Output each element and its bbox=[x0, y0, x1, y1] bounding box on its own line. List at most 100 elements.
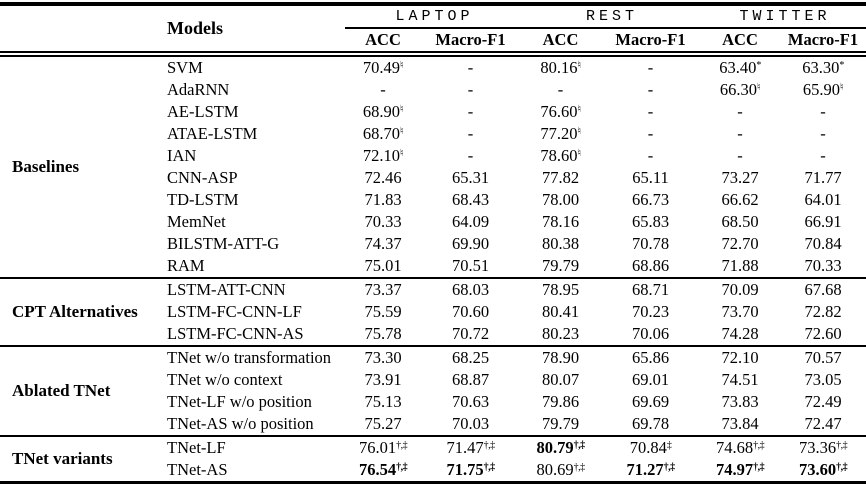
value-text: 80.79 bbox=[536, 438, 574, 457]
value-cell: 74.51 bbox=[700, 370, 780, 390]
value-text: 74.28 bbox=[721, 324, 759, 343]
footnote-mark: †,‡ bbox=[483, 440, 496, 451]
value-text: 73.37 bbox=[364, 280, 402, 299]
footnote-mark: ♮ bbox=[577, 104, 582, 115]
value-text: 74.97 bbox=[715, 460, 754, 479]
table-row: CNN-ASP 72.46 65.31 77.82 65.11 73.27 71.77 bbox=[165, 167, 866, 189]
value-cell: 79.86 bbox=[520, 392, 601, 412]
metric-header-rest-macrof1: Macro-F1 bbox=[615, 29, 686, 49]
value-cell: 70.60 bbox=[421, 302, 520, 322]
value-text: 73.83 bbox=[721, 392, 759, 411]
value-cell: 65.31 bbox=[421, 168, 520, 188]
metric-header-twitter-macrof1: Macro-F1 bbox=[787, 29, 859, 49]
value-cell: 66.30♮ bbox=[700, 80, 780, 100]
models-column-header: Models bbox=[167, 17, 223, 38]
value-cell: 80.23 bbox=[520, 324, 601, 344]
table-section: CPT Alternatives LSTM-ATT-CNN 73.37 68.03 78… bbox=[0, 277, 866, 345]
value-text: 78.95 bbox=[541, 280, 580, 299]
model-name-cell: TNet-AS bbox=[167, 460, 228, 479]
value-cell: 68.25 bbox=[421, 348, 520, 368]
value-text: 69.90 bbox=[451, 234, 490, 253]
value-text: 76.01 bbox=[358, 438, 397, 457]
model-name-cell: LSTM-ATT-CNN bbox=[167, 280, 286, 299]
footnote-mark: ♮ bbox=[840, 82, 844, 93]
value-text: 72.10 bbox=[362, 146, 401, 165]
metric-header-laptop-macrof1: Macro-F1 bbox=[435, 29, 506, 49]
value-text: - bbox=[737, 124, 743, 143]
value-cell: 73.37 bbox=[345, 280, 421, 300]
value-text: - bbox=[820, 124, 826, 143]
table-body: Baselines SVM 70.49♮ -80.16♮ -63.40* 63.30* Ad… bbox=[0, 57, 866, 481]
value-text: 71.47 bbox=[446, 438, 484, 457]
model-name-cell: TNet-AS w/o position bbox=[167, 414, 314, 433]
table-row: TNet w/o transformation 73.30 68.25 78.90 65… bbox=[165, 347, 866, 369]
value-cell: - bbox=[520, 80, 601, 100]
model-name-cell: AdaRNN bbox=[167, 80, 230, 99]
model-name-cell: LSTM-FC-CNN-LF bbox=[167, 302, 302, 321]
value-cell: 69.69 bbox=[601, 392, 700, 412]
value-text: 80.41 bbox=[541, 302, 580, 321]
value-text: 70.84 bbox=[629, 438, 667, 457]
value-text: 75.13 bbox=[364, 392, 402, 411]
value-cell: 72.70 bbox=[700, 234, 780, 254]
section-group-label: Ablated TNet bbox=[12, 381, 111, 400]
value-text: - bbox=[647, 146, 654, 165]
model-name-cell: SVM bbox=[167, 58, 203, 77]
value-cell: 75.27 bbox=[345, 414, 421, 434]
dataset-header-laptop: LAPTOP bbox=[395, 8, 474, 25]
value-cell: 80.38 bbox=[520, 234, 601, 254]
value-cell: 80.16♮ bbox=[520, 58, 601, 78]
value-text: 80.69 bbox=[536, 460, 574, 479]
value-text: 70.09 bbox=[721, 280, 759, 299]
value-text: 70.84 bbox=[804, 234, 842, 253]
value-cell: 77.82 bbox=[520, 168, 601, 188]
value-cell: 73.60†,‡ bbox=[780, 460, 866, 480]
value-cell: - bbox=[780, 102, 866, 122]
value-text: 76.60 bbox=[540, 102, 578, 121]
table-row: LSTM-ATT-CNN 73.37 68.03 78.95 68.71 70.09 67.… bbox=[165, 279, 866, 301]
value-cell: 80.79†,‡ bbox=[520, 438, 601, 458]
value-text: 73.27 bbox=[721, 168, 759, 187]
value-cell: 70.06 bbox=[601, 324, 700, 344]
table-row: TNet w/o context 73.91 68.87 80.07 69.01 74.5… bbox=[165, 369, 866, 391]
value-text: 69.69 bbox=[631, 392, 670, 411]
value-cell: 70.78 bbox=[601, 234, 700, 254]
value-cell: 71.88 bbox=[700, 256, 780, 276]
value-cell: 67.68 bbox=[780, 280, 866, 300]
value-cell: 69.90 bbox=[421, 234, 520, 254]
value-cell: 73.91 bbox=[345, 370, 421, 390]
value-cell: 73.83 bbox=[700, 392, 780, 412]
footnote-mark: ♮ bbox=[400, 126, 404, 137]
table-row: TNet-AS w/o position 75.27 70.03 79.79 69.78… bbox=[165, 413, 866, 435]
value-cell: - bbox=[601, 124, 700, 144]
table-row: TNet-LF w/o position 75.13 70.63 79.86 69.69… bbox=[165, 391, 866, 413]
value-text: 67.68 bbox=[804, 280, 842, 299]
value-cell: - bbox=[421, 146, 520, 166]
value-text: 70.78 bbox=[631, 234, 670, 253]
value-cell: 68.90♮ bbox=[345, 102, 421, 122]
value-cell: 70.84 bbox=[780, 234, 866, 254]
value-text: 70.60 bbox=[451, 302, 490, 321]
value-cell: 63.30* bbox=[780, 58, 866, 78]
value-cell: 66.91 bbox=[780, 212, 866, 232]
value-cell: 80.69†,‡ bbox=[520, 460, 601, 480]
value-text: 75.27 bbox=[364, 414, 402, 433]
table-header: Models LAPTOP REST TWITTER ACC Macro-F1 … bbox=[0, 6, 866, 50]
value-cell: - bbox=[601, 146, 700, 166]
section-rows: SVM 70.49♮ -80.16♮ -63.40* 63.30* AdaRNN - - - -6… bbox=[165, 57, 866, 277]
value-text: 75.01 bbox=[364, 256, 402, 275]
value-text: - bbox=[647, 124, 654, 143]
model-name-cell: RAM bbox=[167, 256, 205, 275]
value-cell: 73.27 bbox=[700, 168, 780, 188]
value-cell: - bbox=[601, 58, 700, 78]
value-cell: - bbox=[700, 102, 780, 122]
footnote-mark: †,‡ bbox=[396, 462, 408, 473]
value-text: 68.25 bbox=[451, 348, 490, 367]
value-cell: 76.60♮ bbox=[520, 102, 601, 122]
value-cell: 71.77 bbox=[780, 168, 866, 188]
value-text: 65.83 bbox=[631, 212, 670, 231]
value-cell: 77.20♮ bbox=[520, 124, 601, 144]
value-cell: 70.33 bbox=[780, 256, 866, 276]
footnote-mark: ♮ bbox=[577, 60, 582, 71]
footnote-mark: * bbox=[756, 60, 761, 71]
